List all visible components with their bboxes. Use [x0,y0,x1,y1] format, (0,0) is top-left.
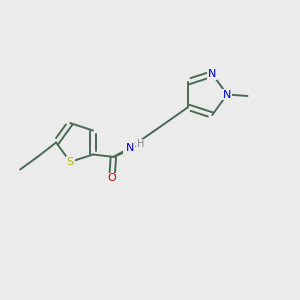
Text: H: H [137,139,144,149]
Text: N: N [125,143,134,153]
Text: O: O [107,173,116,184]
Text: N: N [223,89,231,100]
Text: N: N [208,69,216,79]
Text: N: N [124,143,133,154]
Text: S: S [67,157,74,167]
Text: H: H [132,143,138,152]
